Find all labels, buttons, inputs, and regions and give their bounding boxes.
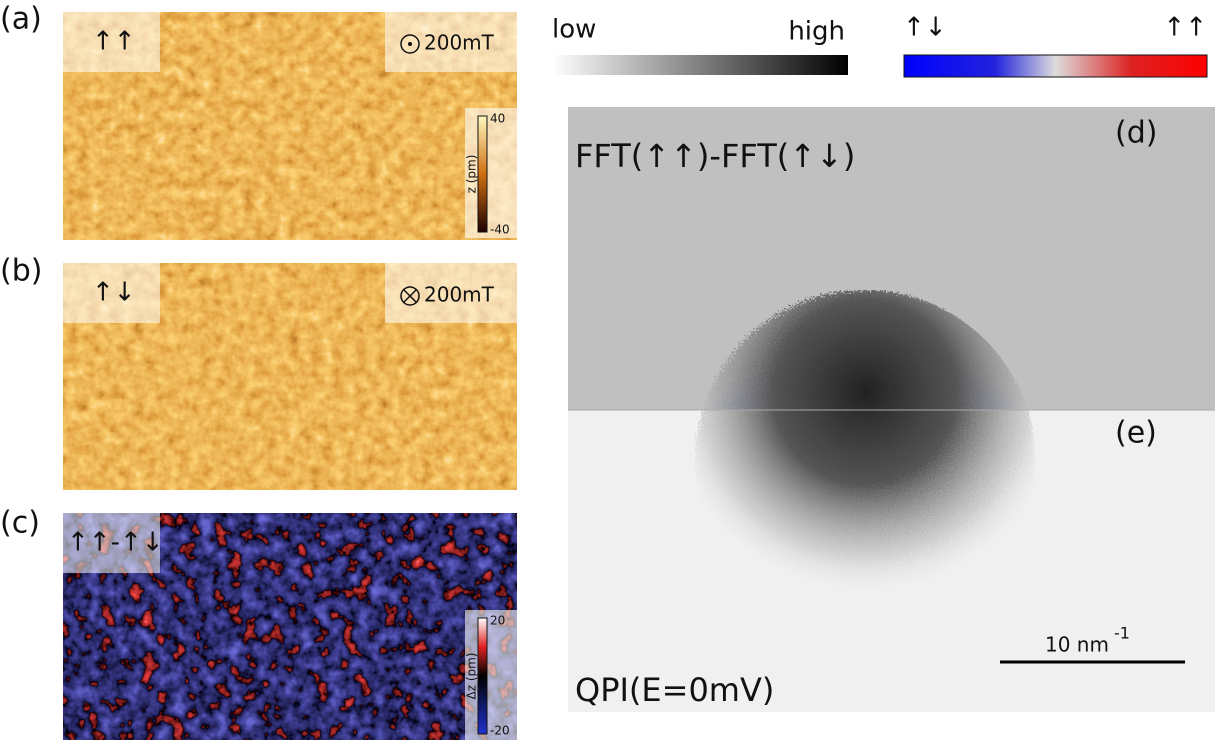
inset-label: ↑↑ bbox=[92, 27, 136, 57]
inset-box bbox=[385, 12, 517, 72]
field-label: 200mT bbox=[424, 283, 495, 307]
qpi-blob bbox=[695, 290, 1035, 630]
colorbar-box bbox=[465, 108, 517, 238]
inset-label: ↑↑-↑↓ bbox=[67, 528, 164, 558]
colorbar bbox=[477, 617, 488, 735]
inset-label: ↑↓ bbox=[92, 278, 136, 308]
field-in-icon bbox=[403, 289, 417, 303]
gray-colorbar bbox=[552, 55, 848, 75]
field-out-icon bbox=[408, 42, 412, 46]
spin-right: ↑↑ bbox=[1163, 13, 1207, 43]
inset-box bbox=[63, 513, 160, 573]
colorbar-box bbox=[465, 610, 517, 740]
scale-high: high bbox=[788, 17, 845, 47]
scale-low: low bbox=[552, 15, 596, 45]
panel-label: (d) bbox=[1115, 116, 1157, 151]
colorbar-max: 20 bbox=[490, 614, 505, 628]
spin-colorbar bbox=[903, 54, 1208, 78]
colorbar bbox=[477, 115, 488, 233]
panel-caption: FFT(↑↑)-FFT(↑↓) bbox=[575, 137, 855, 175]
colorbar-min: -40 bbox=[490, 223, 510, 237]
colorbar-unit: Δz (pm) bbox=[465, 653, 479, 700]
qpi-blob bbox=[695, 290, 1035, 630]
colorbar-unit: z (pm) bbox=[465, 155, 479, 194]
scale-bar-label: 10 nm bbox=[1045, 633, 1109, 657]
panel-caption: QPI(E=0mV) bbox=[575, 671, 774, 709]
inset-box bbox=[63, 263, 160, 323]
panel-label: (c) bbox=[0, 506, 40, 541]
panel-label: (e) bbox=[1115, 416, 1157, 451]
inset-box bbox=[63, 12, 160, 72]
field-in-icon bbox=[400, 286, 420, 306]
panel-label: (a) bbox=[0, 2, 42, 37]
scale-bar-exponent: -1 bbox=[1114, 624, 1130, 643]
field-label: 200mT bbox=[424, 31, 495, 55]
field-out-icon bbox=[400, 34, 420, 54]
colorbar-max: 40 bbox=[490, 112, 505, 126]
colorbar-min: -20 bbox=[490, 724, 510, 738]
spin-left: ↑↓ bbox=[903, 13, 947, 43]
panel-label: (b) bbox=[0, 254, 42, 289]
